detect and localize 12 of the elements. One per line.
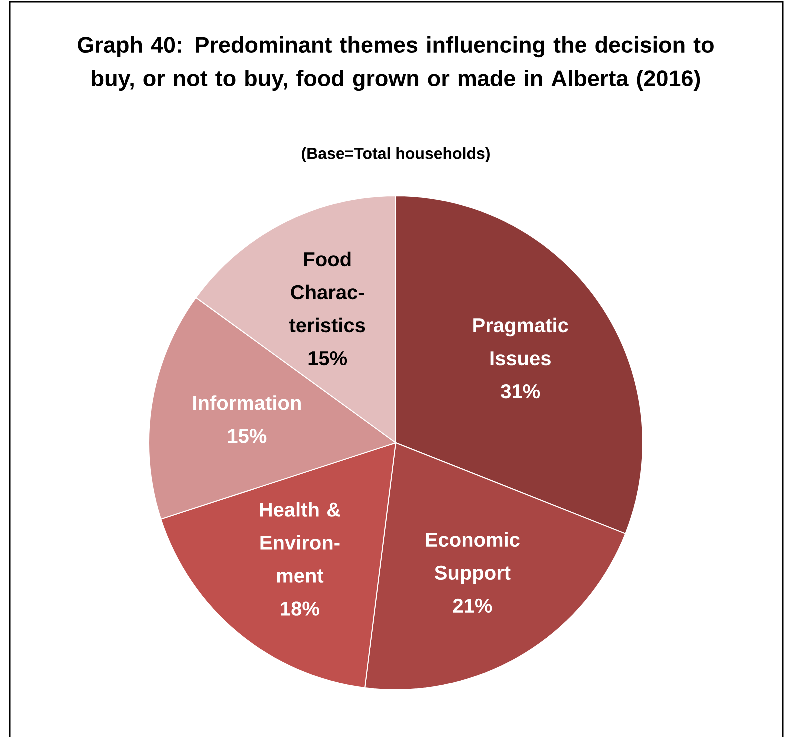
slice-label: Information	[194, 396, 301, 410]
data-label: 15%	[228, 429, 267, 444]
slice-label: Health & Environ-ment	[260, 502, 340, 584]
slice-label: Economic Support	[426, 532, 520, 584]
slice-label: Food Charac-teristics	[290, 252, 366, 333]
data-label: 18%	[281, 602, 320, 616]
slice-label: Pragmatic Issues	[474, 318, 568, 366]
data-label: 21%	[453, 599, 492, 614]
data-label: 31%	[501, 384, 540, 399]
chart-title: Graph 40: Predominant themes influencing the decision to buy, or not to buy, food grown or made in Alberta (2016)	[78, 36, 714, 92]
data-label: 15%	[308, 352, 348, 366]
chart-subtitle: (Base=Total households)	[302, 148, 490, 163]
